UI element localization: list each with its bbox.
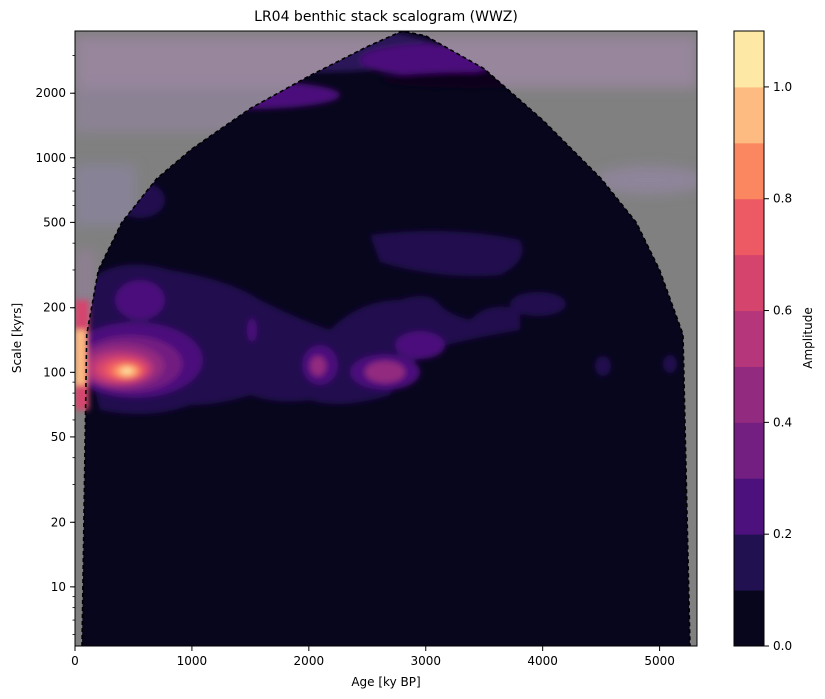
- y-tick-label: 200: [43, 301, 66, 315]
- colorbar-segment: [734, 142, 764, 200]
- edge-power: [75, 300, 89, 410]
- colorbar-tick-label: 0.8: [773, 192, 792, 206]
- colorbar-segment: [734, 86, 764, 144]
- x-tick-label: 0: [71, 654, 79, 668]
- x-tick-label: 4000: [527, 654, 558, 668]
- colorbar-segment: [734, 254, 764, 312]
- colorbar-frame: [733, 30, 765, 647]
- peak-power: [82, 280, 445, 398]
- colorbar-segment: [734, 422, 764, 479]
- colorbar-label: Amplitude: [801, 307, 815, 369]
- x-tick-label: 2000: [294, 654, 325, 668]
- colorbar-segment: [734, 590, 764, 647]
- x-tick-label: 1000: [177, 654, 208, 668]
- colorbar-segment: [734, 198, 764, 256]
- y-tick-label: 2000: [35, 86, 66, 100]
- x-axis-label: Age [ky BP]: [351, 675, 420, 689]
- colorbar-tick-label: 0.2: [773, 527, 792, 541]
- y-axis-label: Scale [kyrs]: [10, 303, 24, 373]
- plot-frame: [74, 30, 698, 647]
- colorbar-segment: [734, 534, 764, 591]
- colorbar-tick-label: 1.0: [773, 80, 792, 94]
- plot-area: [74, 30, 698, 647]
- y-tick-label: 50: [51, 430, 66, 444]
- colorbar: 0.0 0.2 0.4 0.6 0.8 1.0: [733, 30, 792, 653]
- colorbar-segment: [734, 478, 764, 535]
- y-tick-label: 1000: [35, 151, 66, 165]
- y-tick-label: 10: [51, 580, 66, 594]
- y-tick-label: 500: [43, 215, 66, 229]
- colorbar-tick-label: 0.0: [773, 639, 792, 653]
- x-axis: 0 1000 2000 3000 4000 5000: [71, 646, 675, 668]
- x-tick-label: 3000: [410, 654, 441, 668]
- mid-scale-power: [88, 231, 677, 414]
- cone-of-influence: [81, 31, 691, 646]
- colorbar-segment: [734, 366, 764, 423]
- colorbar-tick-label: 0.4: [773, 415, 792, 429]
- colorbar-tick-label: 0.6: [773, 304, 792, 318]
- colorbar-segment: [734, 31, 764, 88]
- x-tick-label: 5000: [644, 654, 675, 668]
- chart-title: LR04 benthic stack scalogram (WWZ): [254, 9, 518, 25]
- y-axis: 10 20 50 100 200 500 1000 2000: [35, 55, 75, 635]
- colorbar-segment: [734, 310, 764, 367]
- y-tick-label: 100: [43, 365, 66, 379]
- y-tick-label: 20: [51, 515, 66, 529]
